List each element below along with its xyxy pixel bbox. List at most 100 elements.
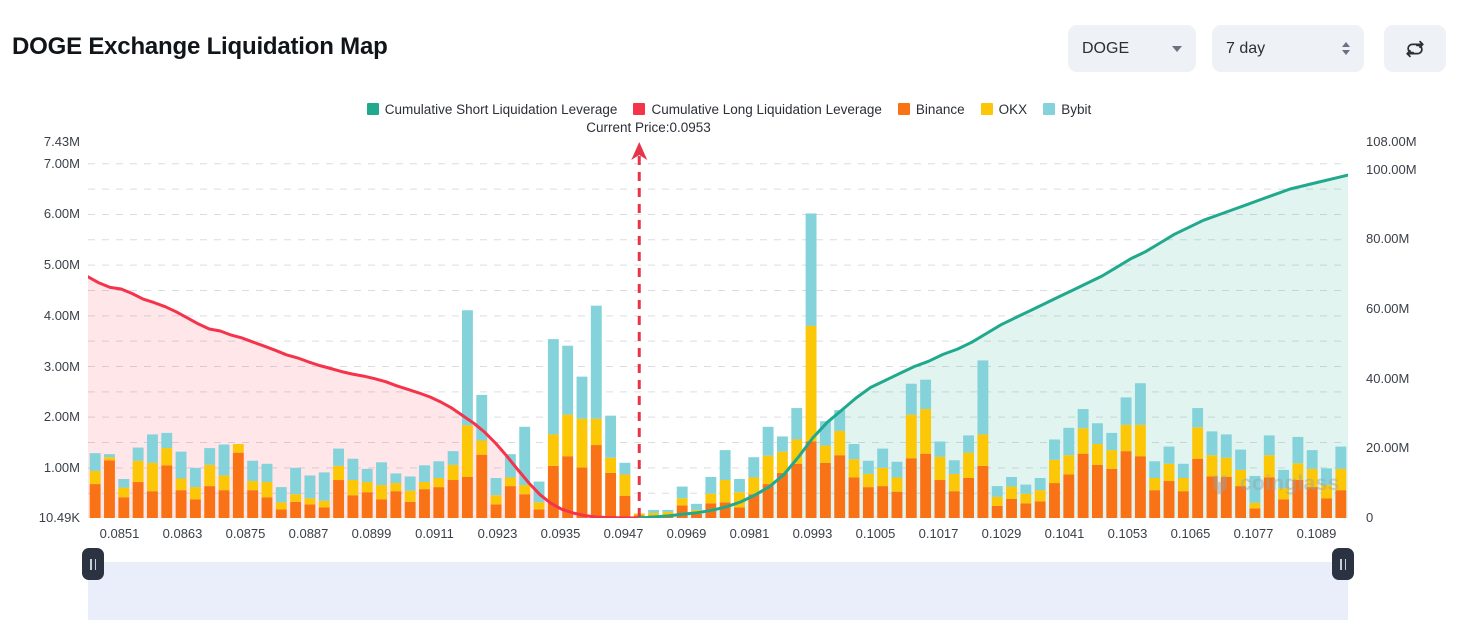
- bar-segment-okx[interactable]: [247, 481, 259, 491]
- bar-segment-okx[interactable]: [390, 483, 402, 492]
- bar-segment-binance[interactable]: [146, 491, 158, 518]
- bar-segment-okx[interactable]: [1278, 488, 1290, 500]
- bar-segment-okx[interactable]: [934, 456, 946, 481]
- bar-segment-bybit[interactable]: [1292, 436, 1304, 464]
- bar-segment-okx[interactable]: [504, 477, 516, 487]
- bar-segment-okx[interactable]: [175, 478, 187, 491]
- bar-segment-binance[interactable]: [1263, 477, 1275, 518]
- bar-segment-binance[interactable]: [476, 454, 488, 518]
- bar-segment-bybit[interactable]: [304, 475, 316, 499]
- bar-segment-okx[interactable]: [447, 464, 459, 481]
- bar-segment-binance[interactable]: [161, 465, 173, 518]
- bar-segment-binance[interactable]: [275, 509, 287, 518]
- bar-segment-bybit[interactable]: [1106, 432, 1118, 451]
- bar-segment-okx[interactable]: [562, 414, 574, 457]
- bar-segment-binance[interactable]: [1278, 499, 1290, 518]
- bar-segment-bybit[interactable]: [834, 410, 846, 431]
- bar-segment-okx[interactable]: [1206, 455, 1218, 477]
- bar-segment-binance[interactable]: [204, 486, 216, 518]
- bar-segment-binance[interactable]: [1120, 451, 1132, 518]
- bar-segment-binance[interactable]: [1034, 501, 1046, 518]
- bar-segment-okx[interactable]: [1220, 457, 1232, 477]
- bar-segment-binance[interactable]: [118, 497, 130, 518]
- bar-segment-bybit[interactable]: [333, 448, 345, 466]
- bar-segment-okx[interactable]: [1134, 424, 1146, 457]
- bar-segment-okx[interactable]: [920, 409, 932, 454]
- range-slider-handle-left[interactable]: [82, 548, 104, 580]
- bar-segment-okx[interactable]: [132, 460, 144, 483]
- bar-segment-bybit[interactable]: [461, 310, 473, 426]
- bar-segment-okx[interactable]: [1149, 477, 1161, 491]
- bar-segment-okx[interactable]: [891, 477, 903, 492]
- bar-segment-okx[interactable]: [1177, 477, 1189, 492]
- bar-segment-bybit[interactable]: [1321, 468, 1332, 486]
- bar-segment-bybit[interactable]: [1235, 449, 1247, 470]
- bar-segment-binance[interactable]: [576, 467, 588, 518]
- bar-segment-okx[interactable]: [1335, 468, 1347, 491]
- bar-segment-bybit[interactable]: [118, 479, 130, 488]
- bar-segment-binance[interactable]: [189, 499, 201, 518]
- bar-segment-okx[interactable]: [576, 418, 588, 468]
- bar-segment-okx[interactable]: [1077, 428, 1089, 454]
- bar-segment-binance[interactable]: [1235, 486, 1247, 518]
- bar-segment-okx[interactable]: [318, 500, 330, 508]
- bar-segment-bybit[interactable]: [705, 476, 717, 494]
- bar-segment-binance[interactable]: [533, 509, 545, 518]
- bar-segment-binance[interactable]: [519, 494, 531, 518]
- bar-segment-okx[interactable]: [347, 480, 359, 496]
- bar-segment-okx[interactable]: [791, 439, 803, 464]
- bar-segment-binance[interactable]: [447, 480, 459, 518]
- bar-segment-binance[interactable]: [1020, 503, 1032, 518]
- bar-segment-binance[interactable]: [433, 487, 445, 518]
- bar-segment-bybit[interactable]: [905, 383, 917, 415]
- bar-segment-okx[interactable]: [261, 482, 273, 498]
- bar-segment-okx[interactable]: [1049, 459, 1060, 484]
- bar-segment-bybit[interactable]: [347, 458, 359, 481]
- bar-segment-okx[interactable]: [1192, 427, 1204, 459]
- bar-segment-okx[interactable]: [89, 470, 101, 485]
- bar-segment-okx[interactable]: [161, 448, 173, 466]
- bar-segment-binance[interactable]: [891, 491, 903, 518]
- bar-segment-binance[interactable]: [1249, 508, 1261, 518]
- bar-segment-bybit[interactable]: [490, 477, 502, 496]
- bar-segment-bybit[interactable]: [547, 339, 559, 435]
- bar-segment-bybit[interactable]: [1192, 408, 1204, 428]
- bar-segment-binance[interactable]: [1192, 458, 1204, 518]
- bar-segment-okx[interactable]: [762, 455, 774, 485]
- bar-segment-okx[interactable]: [676, 498, 688, 506]
- bar-segment-bybit[interactable]: [948, 460, 960, 474]
- bar-segment-binance[interactable]: [819, 462, 831, 518]
- bar-segment-bybit[interactable]: [719, 450, 731, 481]
- bar-segment-bybit[interactable]: [447, 451, 459, 465]
- bar-segment-okx[interactable]: [461, 425, 473, 477]
- bar-segment-bybit[interactable]: [376, 462, 387, 486]
- bar-segment-okx[interactable]: [275, 502, 287, 510]
- bar-segment-okx[interactable]: [519, 485, 531, 495]
- bar-segment-binance[interactable]: [1134, 456, 1146, 518]
- bar-segment-binance[interactable]: [1292, 480, 1304, 518]
- bar-segment-binance[interactable]: [218, 490, 230, 518]
- bar-segment-okx[interactable]: [404, 490, 416, 502]
- bar-segment-okx[interactable]: [1020, 493, 1032, 504]
- bar-segment-binance[interactable]: [1321, 498, 1332, 518]
- bar-segment-bybit[interactable]: [590, 305, 602, 419]
- bar-segment-bybit[interactable]: [691, 503, 702, 510]
- bar-segment-bybit[interactable]: [1335, 446, 1347, 469]
- bar-segment-binance[interactable]: [719, 502, 731, 518]
- bar-segment-okx[interactable]: [605, 457, 617, 473]
- bar-segment-binance[interactable]: [562, 456, 574, 518]
- bar-segment-okx[interactable]: [1321, 485, 1332, 499]
- bar-segment-binance[interactable]: [175, 490, 187, 518]
- bar-segment-bybit[interactable]: [562, 345, 574, 415]
- bar-segment-okx[interactable]: [1292, 463, 1304, 481]
- bar-segment-binance[interactable]: [848, 477, 860, 518]
- bar-segment-binance[interactable]: [318, 507, 330, 518]
- bar-segment-bybit[interactable]: [1020, 484, 1032, 494]
- bar-segment-okx[interactable]: [419, 482, 430, 490]
- bar-segment-bybit[interactable]: [862, 460, 874, 474]
- bar-segment-binance[interactable]: [791, 463, 803, 518]
- bar-segment-okx[interactable]: [1063, 455, 1075, 475]
- bar-segment-bybit[interactable]: [218, 444, 230, 476]
- bar-segment-binance[interactable]: [1306, 487, 1318, 518]
- bar-segment-binance[interactable]: [1177, 491, 1189, 518]
